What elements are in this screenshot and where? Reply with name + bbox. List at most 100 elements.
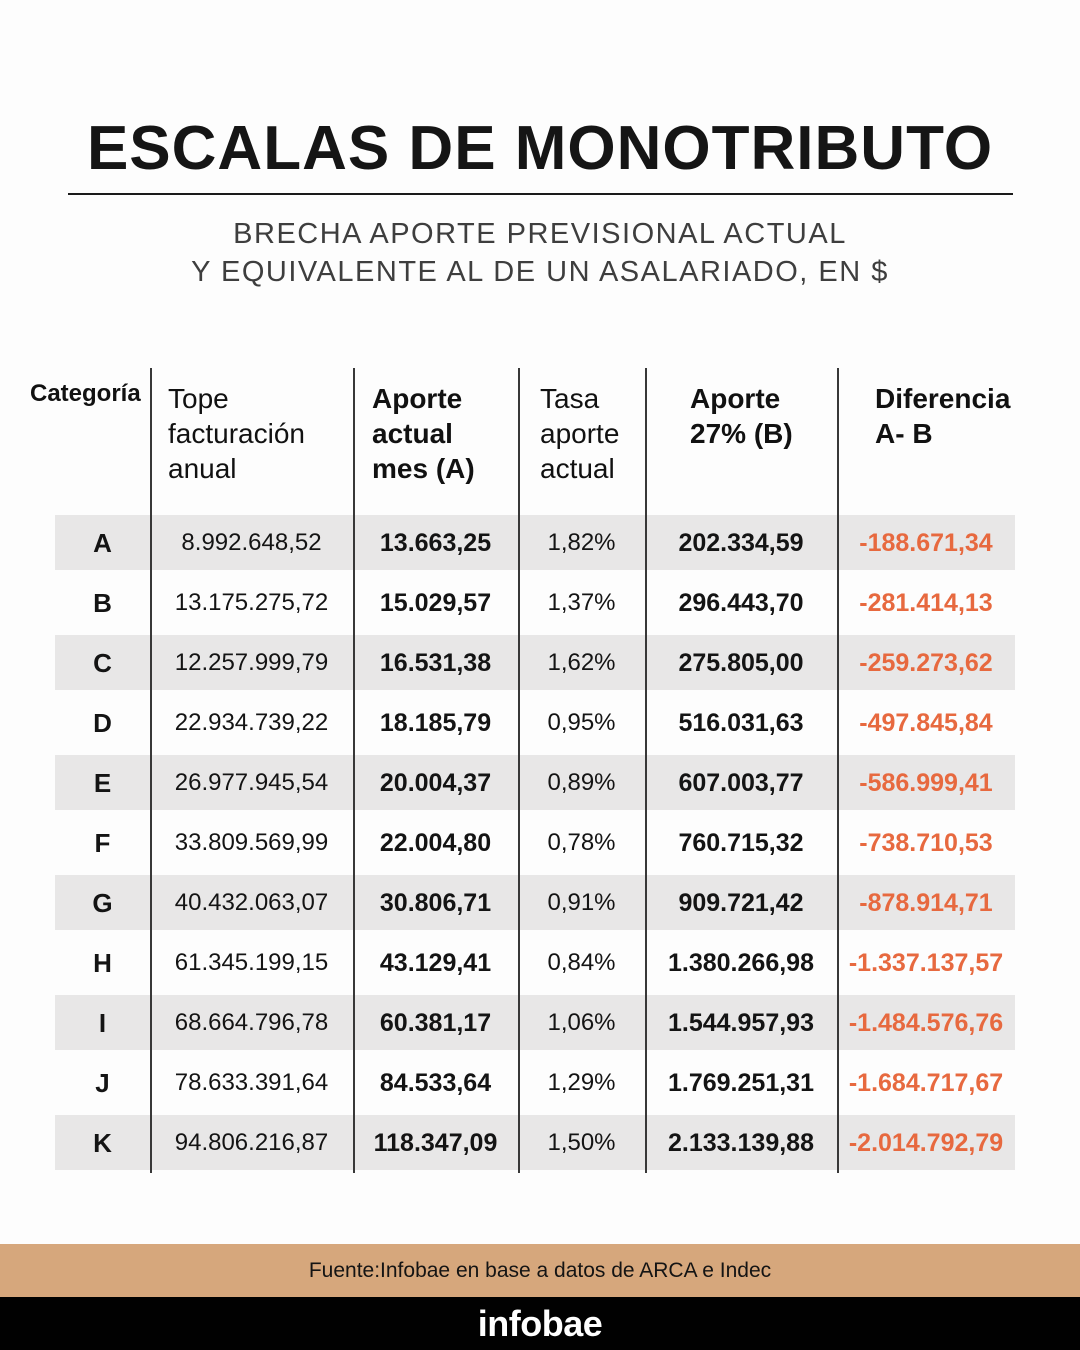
cell-diferencia: -2.014.792,79 <box>848 1128 1004 1157</box>
cell-tope: 26.977.945,54 <box>174 769 329 796</box>
cell-tope: 13.175.275,72 <box>174 589 329 616</box>
cell-categoria: E <box>93 767 112 798</box>
cell-tasa: 0,89% <box>547 769 616 796</box>
cell-aporte-27: 1.380.266,98 <box>668 948 814 977</box>
cell-diferencia: -1.684.717,67 <box>848 1068 1004 1097</box>
monotributo-table: Categoría Tope facturación anual Aporte … <box>30 368 1015 1173</box>
cell-aporte-actual: 16.531,38 <box>379 648 492 677</box>
cell-tope: 33.809.569,99 <box>174 829 329 856</box>
table-row-k: K 94.806.216,87 118.347,09 1,50% 2.133.1… <box>55 1113 1015 1173</box>
cell-aporte-actual: 30.806,71 <box>379 888 492 917</box>
cell-aporte-actual: 18.185,79 <box>379 708 492 737</box>
cell-tasa: 1,37% <box>547 589 616 616</box>
cell-aporte-27: 607.003,77 <box>678 768 804 797</box>
cell-aporte-27: 2.133.139,88 <box>668 1128 814 1157</box>
infobae-logo: infobae <box>477 1302 603 1344</box>
cell-aporte-27: 760.715,32 <box>678 828 804 857</box>
cell-tasa: 0,91% <box>547 889 616 916</box>
cell-aporte-27: 202.334,59 <box>678 528 804 557</box>
source-text: Fuente:Infobae en base a datos de ARCA e… <box>308 1258 772 1282</box>
page-subtitle: BRECHA APORTE PREVISIONAL ACTUAL Y EQUIV… <box>0 215 1080 291</box>
cell-diferencia: -281.414,13 <box>859 588 993 617</box>
cell-categoria: B <box>93 587 112 618</box>
cell-categoria: K <box>93 1127 112 1158</box>
cell-tope: 61.345.199,15 <box>174 949 329 976</box>
column-header-tope-facturacion: Tope facturación anual <box>168 383 305 484</box>
cell-tasa: 1,62% <box>547 649 616 676</box>
cell-tasa: 1,50% <box>547 1129 616 1156</box>
page-title: ESCALAS DE MONOTRIBUTO <box>86 114 994 183</box>
title-underline <box>67 193 1013 196</box>
cell-tope: 22.934.739,22 <box>174 709 329 736</box>
cell-tope: 40.432.063,07 <box>174 889 329 916</box>
cell-tope: 68.664.796,78 <box>174 1009 329 1036</box>
column-header-aporte-27: Aporte 27% (B) <box>690 383 793 449</box>
source-bar: Fuente:Infobae en base a datos de ARCA e… <box>0 1244 1080 1297</box>
table-row-f: F 33.809.569,99 22.004,80 0,78% 760.715,… <box>55 813 1015 873</box>
table-row-g: G 40.432.063,07 30.806,71 0,91% 909.721,… <box>55 873 1015 933</box>
cell-diferencia: -1.337.137,57 <box>848 948 1004 977</box>
table-row-d: D 22.934.739,22 18.185,79 0,95% 516.031,… <box>55 693 1015 753</box>
cell-diferencia: -259.273,62 <box>859 648 993 677</box>
cell-aporte-actual: 84.533,64 <box>379 1068 492 1097</box>
column-header-diferencia: Diferencia A- B <box>875 383 1011 449</box>
cell-aporte-27: 1.769.251,31 <box>668 1068 814 1097</box>
cell-categoria: H <box>93 947 112 978</box>
cell-categoria: G <box>92 887 113 918</box>
column-header-aporte-actual: Aporte actual mes (A) <box>372 383 475 484</box>
subtitle-line-2: Y EQUIVALENTE AL DE UN ASALARIADO, EN $ <box>191 256 889 289</box>
cell-diferencia: -878.914,71 <box>859 888 993 917</box>
cell-categoria: D <box>93 707 112 738</box>
cell-aporte-27: 909.721,42 <box>678 888 804 917</box>
cell-tasa: 0,78% <box>547 829 616 856</box>
cell-diferencia: -497.845,84 <box>859 708 993 737</box>
cell-categoria: J <box>95 1067 110 1098</box>
subtitle-line-1: BRECHA APORTE PREVISIONAL ACTUAL <box>233 218 847 251</box>
cell-aporte-27: 275.805,00 <box>678 648 804 677</box>
cell-aporte-27: 296.443,70 <box>678 588 804 617</box>
cell-tasa: 1,06% <box>547 1009 616 1036</box>
table-header-row: Categoría Tope facturación anual Aporte … <box>30 368 1015 513</box>
cell-aporte-actual: 15.029,57 <box>379 588 492 617</box>
cell-aporte-actual: 13.663,25 <box>379 528 492 557</box>
cell-categoria: I <box>98 1007 107 1038</box>
cell-diferencia: -1.484.576,76 <box>848 1008 1004 1037</box>
cell-aporte-actual: 60.381,17 <box>379 1008 492 1037</box>
table-row-c: C 12.257.999,79 16.531,38 1,62% 275.805,… <box>55 633 1015 693</box>
cell-aporte-27: 1.544.957,93 <box>668 1008 814 1037</box>
column-header-categoria: Categoría <box>30 380 141 407</box>
cell-tasa: 1,29% <box>547 1069 616 1096</box>
cell-aporte-27: 516.031,63 <box>678 708 804 737</box>
column-divider <box>518 368 520 1173</box>
cell-tope: 8.992.648,52 <box>181 529 322 556</box>
cell-diferencia: -188.671,34 <box>859 528 993 557</box>
cell-aporte-actual: 20.004,37 <box>379 768 492 797</box>
cell-aporte-actual: 43.129,41 <box>379 948 492 977</box>
cell-tope: 12.257.999,79 <box>174 649 329 676</box>
cell-diferencia: -738.710,53 <box>859 828 993 857</box>
table-row-a: A 8.992.648,52 13.663,25 1,82% 202.334,5… <box>55 513 1015 573</box>
cell-aporte-actual: 22.004,80 <box>379 828 492 857</box>
table-row-e: E 26.977.945,54 20.004,37 0,89% 607.003,… <box>55 753 1015 813</box>
cell-tasa: 0,95% <box>547 709 616 736</box>
column-divider <box>150 368 152 1173</box>
cell-tope: 78.633.391,64 <box>174 1069 329 1096</box>
cell-tasa: 1,82% <box>547 529 616 556</box>
table-row-b: B 13.175.275,72 15.029,57 1,37% 296.443,… <box>55 573 1015 633</box>
brand-bar: infobae <box>0 1297 1080 1350</box>
cell-tasa: 0,84% <box>547 949 616 976</box>
table-row-i: I 68.664.796,78 60.381,17 1,06% 1.544.95… <box>55 993 1015 1053</box>
cell-categoria: F <box>94 827 111 858</box>
cell-diferencia: -586.999,41 <box>859 768 993 797</box>
column-divider <box>645 368 647 1173</box>
column-header-tasa-aporte: Tasa aporte actual <box>540 383 620 484</box>
cell-tope: 94.806.216,87 <box>174 1129 329 1156</box>
column-divider <box>837 368 839 1173</box>
cell-categoria: C <box>93 647 112 678</box>
cell-aporte-actual: 118.347,09 <box>373 1128 498 1157</box>
table-row-h: H 61.345.199,15 43.129,41 0,84% 1.380.26… <box>55 933 1015 993</box>
table-row-j: J 78.633.391,64 84.533,64 1,29% 1.769.25… <box>55 1053 1015 1113</box>
column-divider <box>353 368 355 1173</box>
cell-categoria: A <box>93 527 112 558</box>
